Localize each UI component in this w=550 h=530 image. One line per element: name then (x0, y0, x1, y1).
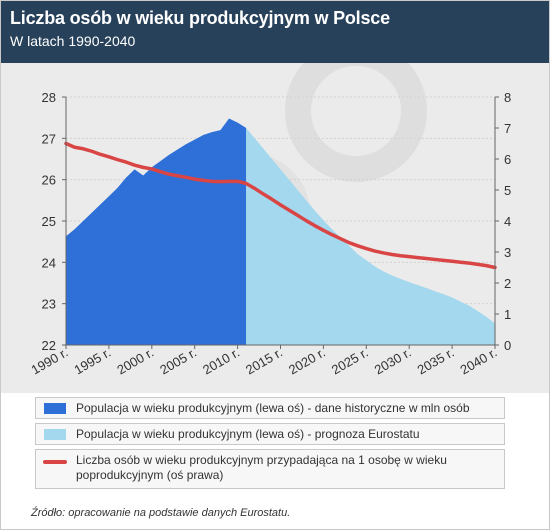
right-tick-label: 5 (504, 183, 511, 198)
x-tick-label: 1995 r. (71, 345, 113, 378)
line-series-ratio (64, 141, 497, 270)
left-tick-label: 26 (42, 173, 56, 188)
right-tick-label: 1 (504, 307, 511, 322)
x-tick-label: 2030 r. (372, 345, 414, 378)
legend-item-historical: Populacja w wieku produkcyjnym (lewa oś)… (35, 397, 505, 419)
right-tick-label: 0 (504, 338, 511, 353)
left-tick-label: 28 (42, 90, 56, 105)
area-series-historical (66, 118, 247, 345)
right-tick-label: 3 (504, 245, 511, 260)
left-tick-label: 24 (42, 255, 56, 270)
right-tick-label: 7 (504, 121, 511, 136)
legend-label-ratio: Liczba osób w wieku produkcyjnym przypad… (76, 453, 447, 482)
area-series-forecast (246, 128, 495, 345)
legend-item-forecast: Populacja w wieku produkcyjnym (lewa oś)… (35, 423, 505, 445)
x-tick-label: 2025 r. (329, 345, 371, 378)
right-tick-label: 4 (504, 214, 511, 229)
x-axis: 1990 r. 1995 r. 2000 r. 2005 r. 2010 r. 2015 … (29, 344, 500, 378)
line-series (64, 141, 497, 270)
legend-swatch-forecast (44, 429, 66, 440)
left-tick-label: 23 (42, 297, 56, 312)
legend-label-forecast: Populacja w wieku produkcyjnym (lewa oś)… (76, 427, 420, 441)
x-tick-label: 2005 r. (157, 345, 199, 378)
legend-item-ratio: Liczba osób w wieku produkcyjnym przypad… (35, 449, 505, 489)
left-axis: 22 23 24 25 26 27 28 (42, 90, 67, 353)
legend-label-historical: Populacja w wieku produkcyjnym (lewa oś)… (76, 401, 470, 415)
legend-swatch-historical (44, 403, 66, 414)
left-tick-label: 27 (42, 131, 56, 146)
left-tick-label: 25 (42, 214, 56, 229)
x-tick-label: 2000 r. (114, 345, 156, 378)
x-tick-label: 2035 r. (415, 345, 457, 378)
source-note: Źródło: opracowanie na podstawie danych … (31, 507, 291, 519)
right-tick-label: 8 (504, 90, 511, 105)
right-tick-label: 6 (504, 152, 511, 167)
chart-header: Liczba osób w wieku produkcyjnym w Polsc… (1, 1, 549, 63)
right-axis: 0 1 2 3 4 5 6 7 8 (494, 90, 511, 353)
x-tick-label: 2020 r. (286, 345, 328, 378)
area-series (66, 118, 495, 345)
x-tick-label: 2040 r. (458, 345, 500, 378)
x-tick-label: 2015 r. (243, 345, 285, 378)
x-tick-label: 2010 r. (200, 345, 242, 378)
right-tick-label: 2 (504, 276, 511, 291)
legend-swatch-ratio (43, 460, 67, 464)
chart-title: Liczba osób w wieku produkcyjnym w Polsc… (10, 8, 390, 28)
chart-subtitle: W latach 1990-2040 (10, 33, 136, 49)
left-tick-label: 22 (42, 338, 56, 353)
